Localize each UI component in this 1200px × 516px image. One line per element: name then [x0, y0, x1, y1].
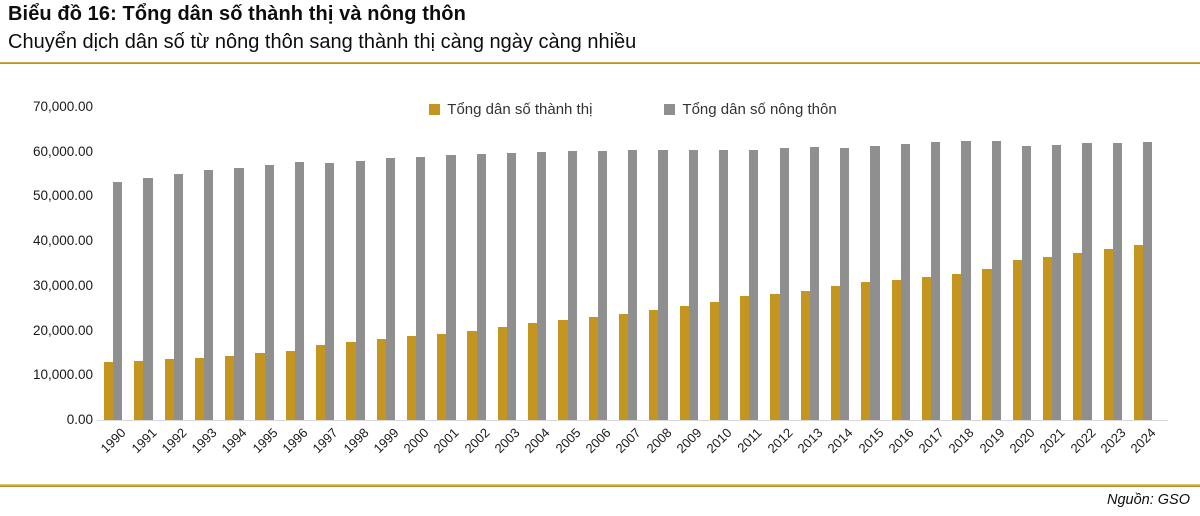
bar-urban-1997: [316, 344, 326, 420]
bar-urban-2018: [952, 274, 962, 420]
bar-rural-1999: [385, 158, 395, 420]
bar-rural-1993: [204, 169, 214, 420]
bar-rural-2011: [749, 150, 759, 420]
bar-rural-2006: [597, 150, 608, 420]
bar-rural-2015: [870, 146, 880, 420]
bar-urban-1993: [194, 357, 205, 420]
bar-rural-2008: [658, 149, 668, 420]
bar-urban-2024: [1133, 244, 1144, 420]
footer-divider-line: [0, 484, 1200, 487]
title-divider-line: [0, 62, 1200, 64]
bar-urban-1991: [134, 360, 144, 420]
y-axis: 0.00 10,000.00 20,000.00 30,000.00 40,000.00…: [0, 99, 93, 427]
bar-rural-2010: [719, 149, 729, 420]
bar-urban-2016: [891, 279, 901, 420]
bar-urban-2006: [588, 316, 598, 420]
urban-legend-swatch-icon: [429, 104, 441, 115]
y-tick-label: 20,000.00: [32, 322, 93, 338]
bar-rural-2018: [961, 140, 971, 420]
rural-legend-label: Tổng dân số nông thôn: [682, 101, 837, 118]
bar-rural-2019: [991, 141, 1001, 420]
bar-urban-1990: [104, 362, 114, 420]
chart-subtitle: Chuyển dịch dân số từ nông thôn sang thà…: [8, 31, 637, 53]
bar-urban-2019: [982, 268, 992, 420]
y-tick-label: 40,000.00: [32, 233, 93, 249]
bar-rural-2001: [446, 155, 456, 420]
bar-rural-2020: [1021, 145, 1032, 420]
bar-urban-2022: [1073, 252, 1083, 420]
bar-urban-2012: [770, 293, 780, 420]
bar-urban-2015: [861, 281, 871, 420]
urban-legend-label: Tổng dân số thành thị: [447, 101, 593, 118]
bar-rural-1992: [173, 173, 183, 420]
y-tick-label: 70,000.00: [32, 99, 93, 114]
bar-rural-2004: [537, 152, 547, 420]
bar-urban-1998: [346, 341, 356, 420]
y-tick-label: 60,000.00: [32, 143, 93, 159]
bar-urban-1995: [255, 353, 265, 420]
bar-rural-2007: [628, 149, 638, 420]
bar-urban-2014: [830, 285, 841, 420]
bar-urban-2003: [497, 327, 507, 420]
bar-rural-1998: [355, 160, 365, 420]
bar-urban-2017: [921, 277, 932, 420]
bar-rural-2023: [1112, 142, 1122, 420]
legend-item-urban: Tổng dân số thành thị: [429, 101, 592, 118]
x-axis: 1990 1991 1992 1993 1994 1995 1996 1997 1998 1999…: [98, 425, 1172, 489]
bar-rural-2014: [840, 148, 850, 420]
bar-rural-1996: [294, 161, 305, 420]
bar-rural-2016: [900, 144, 910, 420]
bar-urban-1996: [285, 351, 295, 420]
bar-urban-1994: [225, 355, 235, 420]
source-note: Nguồn: GSO: [1106, 492, 1190, 508]
bar-rural-2003: [506, 153, 517, 420]
bar-urban-2005: [558, 320, 568, 420]
bar-rural-2005: [567, 151, 577, 420]
bar-rural-1997: [325, 163, 335, 420]
legend-item-rural: Tổng dân số nông thôn: [664, 101, 837, 118]
plot-area: [97, 107, 1168, 421]
bar-urban-1999: [376, 339, 386, 420]
bar-rural-2017: [931, 142, 941, 420]
bar-rural-1991: [143, 178, 153, 420]
bar-rural-2024: [1143, 142, 1153, 420]
bar-urban-1992: [164, 359, 174, 420]
bar-rural-1990: [113, 182, 123, 420]
bar-urban-2000: [406, 336, 417, 420]
bar-rural-1995: [264, 164, 274, 420]
bar-rural-2013: [809, 146, 820, 420]
bar-urban-2021: [1042, 256, 1053, 420]
y-tick-label: 10,000.00: [32, 367, 93, 383]
bar-urban-2010: [709, 301, 719, 420]
chart-title: Biểu đồ 16: Tổng dân số thành thị và nôn…: [8, 3, 466, 25]
x-axis-baseline: [97, 420, 1168, 421]
bar-rural-2002: [476, 153, 486, 420]
bar-rural-1994: [234, 167, 244, 420]
bar-rural-2021: [1052, 144, 1062, 420]
bar-urban-2009: [679, 305, 689, 420]
bar-rural-2009: [688, 149, 698, 420]
bar-urban-2004: [528, 323, 538, 420]
chart-legend: Tổng dân số thành thị Tổng dân số nông t…: [100, 101, 1166, 118]
bar-rural-2022: [1082, 143, 1092, 420]
y-tick-label: 30,000.00: [32, 277, 93, 293]
bar-urban-2013: [800, 290, 810, 420]
bar-urban-2007: [618, 313, 629, 420]
bar-urban-2008: [649, 309, 659, 420]
bar-rural-2000: [416, 156, 426, 420]
bar-urban-2020: [1012, 259, 1022, 420]
bar-urban-2001: [437, 333, 447, 420]
bar-urban-2002: [467, 331, 477, 420]
bar-rural-2012: [779, 148, 789, 420]
bar-urban-2011: [740, 296, 750, 420]
y-tick-label: 0.00: [66, 412, 93, 427]
bar-urban-2023: [1103, 249, 1113, 420]
rural-legend-swatch-icon: [664, 104, 676, 115]
y-tick-label: 50,000.00: [32, 188, 93, 204]
